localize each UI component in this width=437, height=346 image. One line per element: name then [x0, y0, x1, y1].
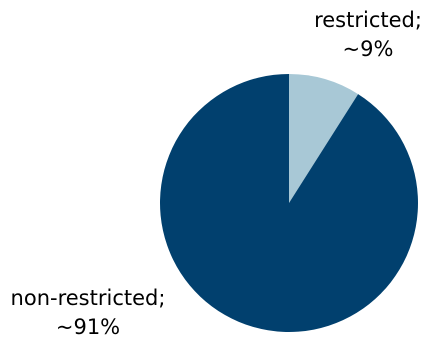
pie-slice-non-restricted [160, 74, 419, 333]
slice-label-restricted-value: ~9% [342, 37, 394, 61]
slice-label-non-restricted-value: ~91% [55, 315, 121, 339]
slice-label-restricted: restricted; ~9% [300, 6, 436, 64]
pie-slice-restricted [289, 74, 359, 203]
slice-label-non-restricted: non-restricted; ~91% [0, 284, 176, 342]
pie-slices [160, 74, 419, 333]
slice-label-restricted-name: restricted; [314, 8, 422, 32]
slice-label-non-restricted-name: non-restricted; [10, 286, 166, 310]
